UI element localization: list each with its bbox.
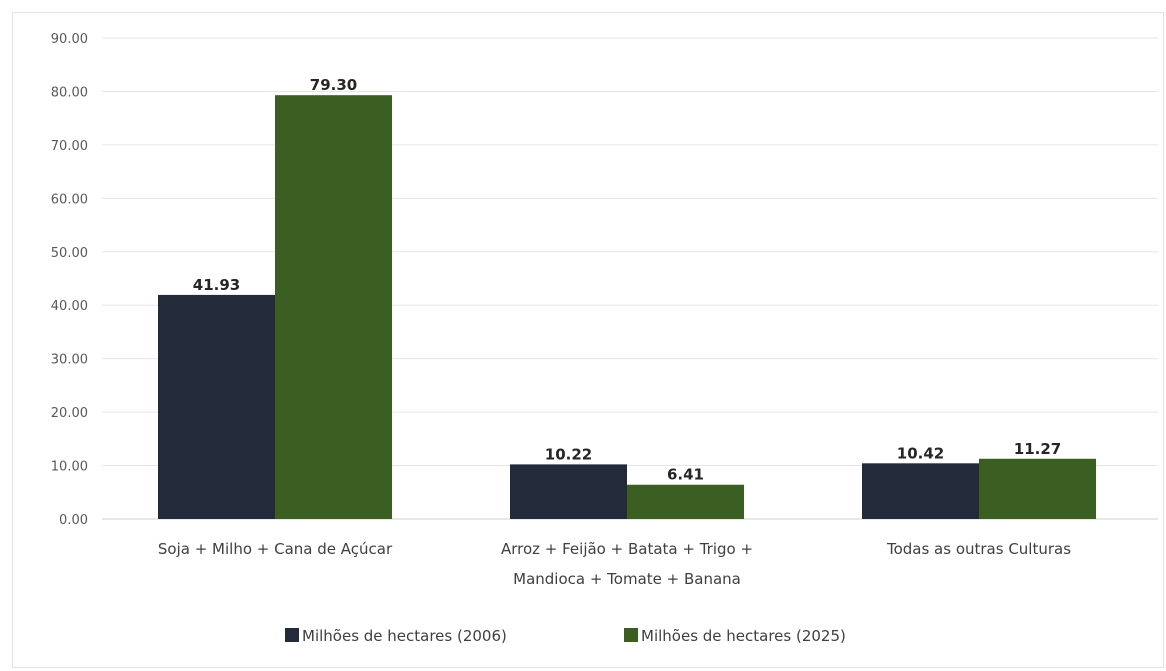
- data-label: 10.22: [545, 445, 592, 463]
- category-label: Todas as outras Culturas: [886, 540, 1071, 558]
- y-tick-label: 80.00: [51, 85, 88, 100]
- y-tick-label: 0.00: [59, 513, 88, 528]
- bars: [158, 95, 1096, 520]
- legend-swatch: [285, 628, 299, 642]
- data-label: 41.93: [193, 276, 240, 294]
- y-tick-label: 50.00: [51, 246, 88, 261]
- data-label: 6.41: [667, 466, 704, 484]
- y-tick-label: 40.00: [51, 299, 88, 314]
- data-labels: 41.93 10.22 10.42 79.30 6.41 11.27: [193, 76, 1061, 484]
- legend-swatch: [624, 628, 638, 642]
- y-tick-label: 20.00: [51, 406, 88, 421]
- y-axis-ticks: 0.00 10.00 20.00 30.00 40.00 50.00 60.00 70.00 8…: [51, 32, 88, 528]
- legend: Milhões de hectares (2006) Milhões de hec…: [285, 627, 846, 645]
- data-label: 10.42: [897, 444, 944, 462]
- bar: [979, 458, 1096, 519]
- bar: [275, 95, 392, 520]
- category-label: Mandioca + Tomate + Banana: [513, 570, 741, 588]
- y-tick-label: 70.00: [51, 139, 88, 154]
- legend-entry: Milhões de hectares (2025): [641, 627, 846, 645]
- y-tick-label: 90.00: [51, 32, 88, 47]
- chart-frame: [12, 12, 1164, 668]
- bar: [510, 464, 627, 519]
- bar: [862, 463, 979, 519]
- data-label: 11.27: [1014, 440, 1061, 458]
- bar: [158, 294, 275, 519]
- bar: [627, 484, 744, 519]
- category-label: Soja + Milho + Cana de Açúcar: [158, 540, 393, 558]
- y-tick-label: 10.00: [51, 460, 88, 475]
- legend-entry: Milhões de hectares (2006): [302, 627, 507, 645]
- category-label: Arroz + Feijão + Batata + Trigo +: [501, 540, 753, 558]
- y-tick-label: 60.00: [51, 192, 88, 207]
- y-tick-label: 30.00: [51, 353, 88, 368]
- data-label: 79.30: [310, 76, 357, 94]
- category-labels: Soja + Milho + Cana de Açúcar Arroz + Fei…: [158, 540, 1071, 588]
